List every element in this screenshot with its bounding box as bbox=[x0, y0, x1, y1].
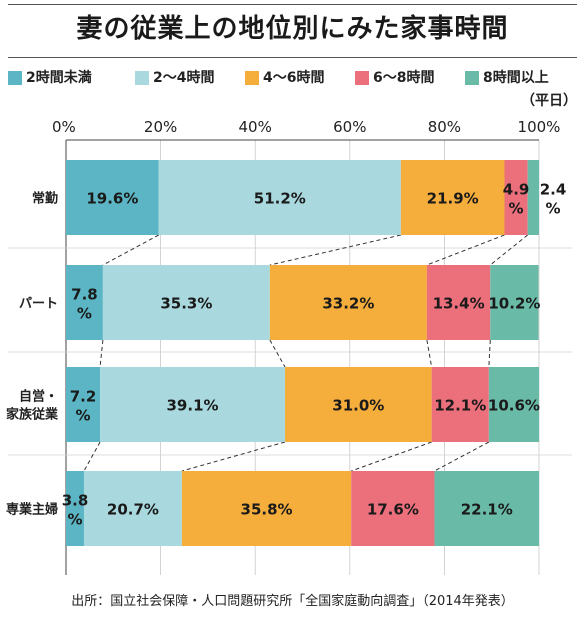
bar-segment bbox=[66, 471, 84, 546]
data-label: 10.6% bbox=[488, 397, 540, 415]
bar-segment bbox=[431, 367, 489, 442]
data-label: 31.0% bbox=[332, 397, 384, 415]
data-label: 2.4 bbox=[540, 181, 567, 199]
source-note: 出所：国立社会保障・人口問題研究所「全国家庭動向調査」（2014年発表） bbox=[71, 594, 514, 609]
data-label: 10.2% bbox=[488, 295, 540, 313]
connector-line bbox=[489, 234, 528, 266]
connector-line bbox=[426, 234, 505, 266]
title-rule-bottom bbox=[8, 57, 577, 58]
connector-line bbox=[434, 441, 490, 472]
connector-line bbox=[269, 234, 401, 266]
connector-line bbox=[181, 441, 286, 472]
category-label: 家族従業 bbox=[6, 407, 59, 423]
bar-segment bbox=[66, 265, 103, 340]
data-label: % bbox=[76, 407, 91, 425]
legend-label: 6～8時間 bbox=[373, 70, 435, 86]
bar-segment bbox=[426, 265, 491, 340]
data-label: 35.3% bbox=[160, 295, 212, 313]
x-tick-label: 40% bbox=[239, 118, 272, 136]
connector-line bbox=[488, 339, 491, 368]
legend-swatch bbox=[135, 71, 149, 85]
data-label: 35.8% bbox=[241, 501, 293, 519]
data-label: 4.9 bbox=[503, 181, 530, 199]
bar-segment bbox=[83, 471, 182, 546]
bar-segment bbox=[284, 367, 432, 442]
bar-segment bbox=[181, 471, 352, 546]
chart-title: 妻の従業上の地位別にみた家事時間 bbox=[76, 14, 509, 44]
data-label: 12.1% bbox=[434, 397, 486, 415]
data-label: 20.7% bbox=[107, 501, 159, 519]
data-label: 51.2% bbox=[254, 190, 306, 208]
data-label: 21.9% bbox=[427, 190, 479, 208]
legend-label: 4～6時間 bbox=[263, 70, 325, 86]
data-label: 17.6% bbox=[367, 501, 419, 519]
x-tick-label: 20% bbox=[144, 118, 177, 136]
bar-segment bbox=[400, 160, 505, 235]
data-label: % bbox=[509, 200, 524, 218]
bar-segment bbox=[504, 160, 528, 235]
bar-segment bbox=[269, 265, 427, 340]
x-tick-label: 60% bbox=[333, 118, 366, 136]
bar-segment bbox=[66, 160, 159, 235]
data-label: 33.2% bbox=[322, 295, 374, 313]
data-label: 7.8 bbox=[71, 286, 98, 304]
category-label: 常勤 bbox=[32, 191, 58, 207]
legend-swatch bbox=[8, 71, 22, 85]
x-tick-label: 0% bbox=[52, 118, 76, 136]
category-label: パート bbox=[19, 297, 58, 312]
bar-segment bbox=[100, 367, 285, 442]
data-label: % bbox=[67, 511, 82, 529]
connector-line bbox=[351, 441, 432, 472]
bar-segment bbox=[488, 367, 539, 442]
data-label: % bbox=[77, 305, 92, 323]
connector-line bbox=[83, 441, 101, 472]
bar-segment bbox=[490, 265, 539, 340]
unit-note: （平日） bbox=[521, 93, 577, 109]
legend-swatch bbox=[245, 71, 259, 85]
bar-segment bbox=[351, 471, 435, 546]
title-rule-top bbox=[8, 4, 577, 5]
data-label: 22.1% bbox=[461, 501, 513, 519]
bar-segment bbox=[158, 160, 401, 235]
legend-label: 2～4時間 bbox=[153, 70, 215, 86]
bar-segment bbox=[527, 160, 539, 235]
legend: 2時間未満 2～4時間 4～6時間 6～8時間 8時間以上 bbox=[8, 68, 580, 88]
data-label: 3.8 bbox=[62, 492, 89, 510]
data-label: 39.1% bbox=[167, 397, 219, 415]
category-label: 専業主婦 bbox=[6, 502, 58, 518]
bar-segment bbox=[434, 471, 539, 546]
legend-swatch bbox=[355, 71, 369, 85]
connector-line bbox=[269, 339, 286, 368]
x-tick-label: 100% bbox=[518, 118, 561, 136]
bar-segment bbox=[66, 367, 101, 442]
category-label: 自営・ bbox=[19, 389, 58, 405]
connector-line bbox=[99, 339, 104, 368]
legend-label: 2時間未満 bbox=[26, 70, 92, 86]
connector-line bbox=[102, 234, 159, 266]
legend-swatch bbox=[465, 71, 479, 85]
data-label: 7.2 bbox=[70, 388, 97, 406]
x-tick-label: 80% bbox=[428, 118, 461, 136]
data-label: 19.6% bbox=[86, 190, 138, 208]
data-label: % bbox=[545, 200, 560, 218]
bar-segment bbox=[102, 265, 270, 340]
connector-line bbox=[426, 339, 433, 368]
data-label: 13.4% bbox=[433, 295, 485, 313]
legend-label: 8時間以上 bbox=[483, 70, 549, 86]
